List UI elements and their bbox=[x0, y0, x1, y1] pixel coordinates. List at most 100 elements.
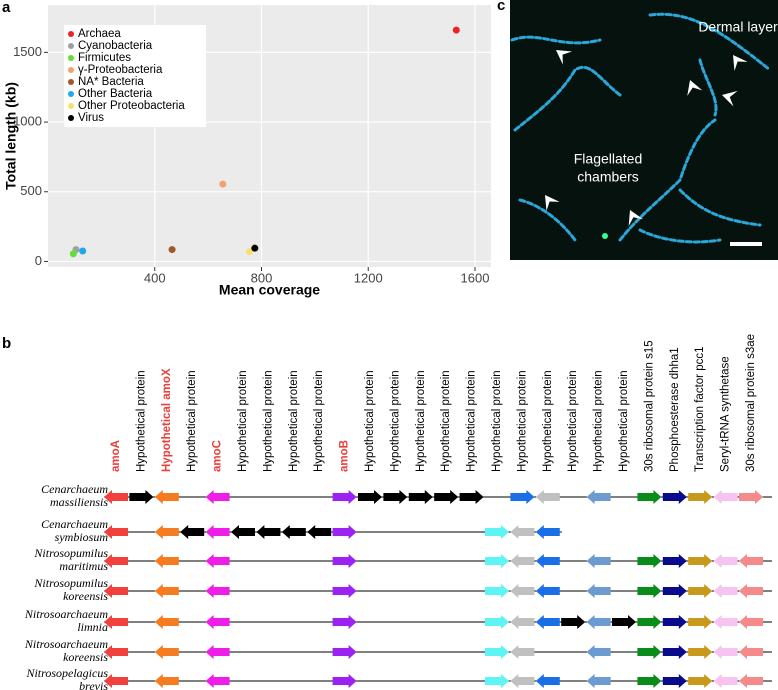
gene-arrow bbox=[688, 554, 713, 568]
legend-swatch bbox=[68, 79, 74, 85]
arrowhead bbox=[733, 55, 748, 72]
gene-arrow bbox=[205, 615, 230, 629]
arrowhead bbox=[545, 195, 560, 212]
gene-arrow bbox=[332, 525, 357, 539]
image-annotation: chambers bbox=[577, 169, 638, 185]
gene-arrow bbox=[104, 584, 128, 598]
point bbox=[251, 244, 259, 252]
gene-arrow bbox=[256, 525, 281, 539]
gene-arrow bbox=[485, 584, 509, 598]
gene-label: Hypothetical protein bbox=[593, 370, 605, 472]
gene-label: Hypothetical protein bbox=[542, 370, 554, 472]
gene-arrow bbox=[104, 674, 128, 688]
gene-arrow bbox=[688, 674, 713, 688]
arrowhead bbox=[687, 80, 703, 96]
gene-arrow bbox=[662, 674, 687, 688]
panel-label: c bbox=[497, 0, 505, 14]
gene-arrow bbox=[535, 615, 560, 629]
gene-arrow bbox=[739, 645, 763, 659]
gene-arrow bbox=[739, 490, 763, 504]
gene-arrow bbox=[637, 490, 662, 504]
y-axis-label: Total length (kb) bbox=[3, 82, 19, 190]
gene-label: Hypothetical protein bbox=[364, 370, 376, 472]
panel-label: a bbox=[2, 0, 11, 16]
gene-arrow bbox=[535, 674, 560, 688]
cell-strand bbox=[513, 65, 622, 132]
gene-arrow bbox=[129, 490, 154, 504]
gene-label: Hypothetical protein bbox=[186, 370, 198, 472]
cell-strand bbox=[678, 188, 762, 227]
gene-arrow bbox=[434, 490, 459, 504]
gene-arrow bbox=[154, 490, 179, 504]
gene-arrow bbox=[510, 645, 535, 659]
gene-arrow bbox=[662, 584, 687, 598]
gene-label: 30s ribosomal protein s3ae bbox=[745, 334, 757, 472]
legend-label: Virus bbox=[78, 112, 104, 124]
legend-swatch bbox=[68, 91, 74, 97]
gene-label: amoC bbox=[212, 440, 224, 472]
gene-arrow bbox=[408, 490, 433, 504]
organism-name: massiliensis bbox=[50, 495, 108, 509]
gene-label: Hypothetical protein bbox=[466, 370, 478, 472]
gene-arrow bbox=[586, 584, 611, 598]
point bbox=[219, 180, 227, 188]
gene-arrow bbox=[561, 615, 586, 629]
x-tick-label: 1200 bbox=[354, 270, 383, 285]
gene-arrow bbox=[510, 554, 535, 568]
arrowhead bbox=[628, 210, 644, 227]
legend-box bbox=[64, 25, 206, 127]
gene-arrow bbox=[713, 490, 738, 504]
gene-arrow bbox=[586, 645, 611, 659]
point bbox=[69, 250, 77, 258]
gene-label: Hypothetical protein bbox=[135, 370, 147, 472]
gene-arrow bbox=[688, 645, 713, 659]
gene-arrow bbox=[154, 645, 179, 659]
legend-swatch bbox=[68, 67, 74, 73]
cell-strand bbox=[698, 58, 718, 117]
point bbox=[79, 247, 87, 255]
y-tick-label: 1500 bbox=[13, 44, 42, 59]
gene-label: Hypothetical protein bbox=[567, 370, 579, 472]
gene-arrow bbox=[332, 490, 357, 504]
gene-arrow bbox=[510, 490, 535, 504]
gene-arrow bbox=[713, 584, 738, 598]
gene-arrow bbox=[713, 674, 738, 688]
gene-arrow bbox=[637, 554, 662, 568]
gene-arrow bbox=[612, 615, 636, 629]
gene-arrow bbox=[662, 554, 687, 568]
legend-label: Other Bacteria bbox=[78, 88, 153, 100]
gene-arrow bbox=[485, 645, 509, 659]
gene-label: Hypothetical protein bbox=[313, 370, 325, 472]
organism-name: koreensis bbox=[63, 650, 108, 664]
gene-label: Hypothetical protein bbox=[262, 370, 274, 472]
gene-arrow bbox=[662, 645, 687, 659]
point bbox=[452, 26, 460, 34]
gene-arrow bbox=[637, 615, 662, 629]
gene-arrow bbox=[104, 645, 128, 659]
gene-arrow bbox=[535, 554, 560, 568]
cell-layer bbox=[510, 12, 772, 244]
gene-arrow bbox=[637, 584, 662, 598]
gene-label: Hypothetical protein bbox=[440, 370, 452, 472]
y-tick-label: 500 bbox=[20, 183, 42, 198]
gene-arrow bbox=[231, 525, 255, 539]
gene-arrow bbox=[104, 615, 128, 629]
gene-label: Phosphoesterase dhha1 bbox=[669, 347, 681, 472]
legend-swatch bbox=[68, 43, 74, 49]
gene-label: amoB bbox=[339, 440, 351, 472]
gene-arrow bbox=[739, 584, 763, 598]
y-tick-label: 0 bbox=[35, 253, 42, 268]
gene-label: Hypothetical protein bbox=[389, 370, 401, 472]
gene-arrow bbox=[154, 525, 179, 539]
gene-label: Hypothetical protein bbox=[618, 370, 630, 472]
gene-arrow bbox=[535, 525, 560, 539]
arrowhead bbox=[556, 50, 573, 65]
gene-arrow bbox=[586, 674, 611, 688]
gene-arrow bbox=[688, 490, 713, 504]
point bbox=[168, 246, 176, 254]
image-annotation: Dermal layer bbox=[698, 19, 778, 35]
gene-arrow bbox=[739, 615, 763, 629]
gene-arrow bbox=[383, 490, 408, 504]
gene-arrow bbox=[510, 674, 535, 688]
gene-arrow bbox=[205, 584, 230, 598]
